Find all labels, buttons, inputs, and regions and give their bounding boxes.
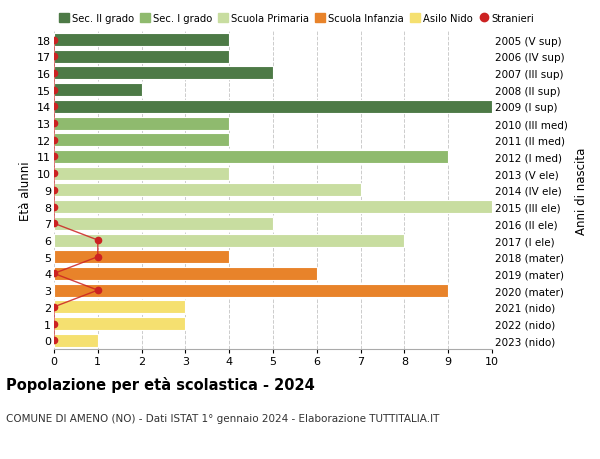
Bar: [54, 134, 229, 147]
Bar: [54, 50, 229, 64]
Text: Popolazione per età scolastica - 2024: Popolazione per età scolastica - 2024: [6, 376, 315, 392]
Bar: [54, 118, 229, 130]
Bar: [54, 201, 492, 213]
Bar: [54, 84, 142, 97]
Bar: [54, 334, 98, 347]
Legend: Sec. II grado, Sec. I grado, Scuola Primaria, Scuola Infanzia, Asilo Nido, Stran: Sec. II grado, Sec. I grado, Scuola Prim…: [59, 14, 535, 24]
Bar: [54, 317, 185, 330]
Bar: [54, 151, 448, 164]
Bar: [54, 284, 448, 297]
Bar: [54, 184, 361, 197]
Bar: [54, 34, 229, 47]
Bar: [54, 251, 229, 263]
Bar: [54, 301, 185, 313]
Bar: [54, 217, 273, 230]
Bar: [54, 168, 229, 180]
Text: COMUNE DI AMENO (NO) - Dati ISTAT 1° gennaio 2024 - Elaborazione TUTTITALIA.IT: COMUNE DI AMENO (NO) - Dati ISTAT 1° gen…: [6, 413, 439, 423]
Bar: [54, 101, 492, 114]
Bar: [54, 234, 404, 247]
Y-axis label: Età alunni: Età alunni: [19, 161, 32, 220]
Y-axis label: Anni di nascita: Anni di nascita: [575, 147, 587, 234]
Bar: [54, 267, 317, 280]
Bar: [54, 67, 273, 80]
